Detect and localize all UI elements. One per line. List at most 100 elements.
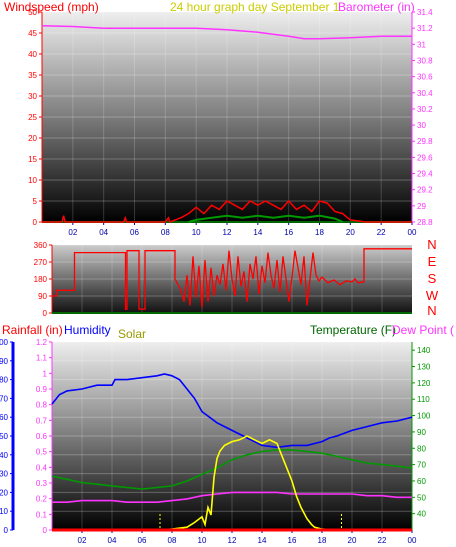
humidity-axis-label: Humidity <box>64 323 111 337</box>
direction-tick-label: 360 <box>34 241 48 250</box>
x-tick-label: 06 <box>138 536 147 545</box>
x-tick-label: 20 <box>348 536 357 545</box>
windspeed-tick-label: 0 <box>33 218 38 227</box>
rainfall-tick-label: 0.7 <box>36 416 48 425</box>
rainfall-tick-label: 1.2 <box>36 338 48 347</box>
x-tick-label: 00 <box>408 536 417 545</box>
barometer-tick-label: 29.2 <box>417 186 433 195</box>
windspeed-tick-label: 25 <box>28 113 37 122</box>
direction-line <box>52 248 412 310</box>
direction-label: S <box>428 271 437 286</box>
barometer-tick-label: 30.2 <box>417 105 433 114</box>
rainfall-tick-label: 0.5 <box>36 448 48 457</box>
wind-panel-series <box>41 24 412 223</box>
windspeed-tick-label: 35 <box>28 71 37 80</box>
temp-panel-series <box>51 373 413 532</box>
windspeed-tick-label: 30 <box>28 92 37 101</box>
x-tick-label: 20 <box>346 228 355 237</box>
barometer-tick-label: 29.4 <box>417 170 433 179</box>
temperature-tick-label: 140 <box>417 346 431 355</box>
direction-label: E <box>428 254 437 269</box>
barometer-tick-label: 31 <box>417 40 426 49</box>
x-tick-label: 06 <box>130 228 139 237</box>
direction-tick-label: 270 <box>34 258 48 267</box>
humidity-tick-label: 80 <box>0 376 9 385</box>
windspeed-line <box>188 214 344 223</box>
rainfall-tick-label: 0.1 <box>36 510 48 519</box>
direction-panel-series <box>52 248 412 310</box>
x-tick-label: 18 <box>318 536 327 545</box>
direction-tick-label: 90 <box>38 292 47 301</box>
temperature-tick-label: 80 <box>417 444 426 453</box>
x-tick-label: 10 <box>198 536 207 545</box>
rainfall-tick-label: 0.9 <box>36 385 48 394</box>
direction-tick-label: 180 <box>34 275 48 284</box>
temperature-line <box>51 449 413 490</box>
barometer-tick-label: 30.4 <box>417 89 433 98</box>
temperature-tick-label: 60 <box>417 477 426 486</box>
x-tick-label: 08 <box>161 228 170 237</box>
x-tick-label: 10 <box>192 228 201 237</box>
humidity-tick-label: 40 <box>0 451 9 460</box>
dewpoint-axis-label: Dew Point ( <box>392 323 454 337</box>
x-tick-label: 12 <box>228 536 237 545</box>
humidity-tick-label: 30 <box>0 470 9 479</box>
x-tick-label: 02 <box>68 228 77 237</box>
barometer-line <box>41 24 412 40</box>
temperature-tick-label: 110 <box>417 395 430 404</box>
x-tick-label: 22 <box>378 536 387 545</box>
dewpoint-line <box>52 491 412 504</box>
barometer-tick-label: 30.8 <box>417 56 433 65</box>
rainfall-axis-label: Rainfall (in) <box>2 323 63 337</box>
humidity-line <box>51 373 413 449</box>
rainfall-tick-label: 0.4 <box>36 463 48 472</box>
x-tick-label: 18 <box>315 228 324 237</box>
barometer-tick-label: 29.6 <box>417 153 433 162</box>
windspeed-axis-label: Windspeed (mph) <box>4 0 99 14</box>
barometer-axis-label: Barometer (in) <box>338 0 415 14</box>
temperature-axis-label: Temperature (F) <box>310 323 396 337</box>
humidity-tick-label: 10 <box>0 507 9 516</box>
x-tick-label: 04 <box>99 228 108 237</box>
temp-panel-gridlines <box>52 341 412 531</box>
barometer-tick-label: 28.8 <box>417 218 433 227</box>
x-tick-label: 16 <box>288 536 297 545</box>
windspeed-tick-label: 15 <box>28 155 37 164</box>
temperature-tick-label: 70 <box>417 461 426 470</box>
direction-tick-label: 0 <box>43 309 48 318</box>
rainfall-tick-label: 0.3 <box>36 479 48 488</box>
barometer-tick-label: 31.2 <box>417 24 433 33</box>
direction-label: W <box>426 288 439 303</box>
x-tick-label: 02 <box>78 536 87 545</box>
temperature-tick-label: 120 <box>417 379 431 388</box>
humidity-tick-label: 60 <box>0 413 9 422</box>
x-tick-label: 14 <box>253 228 262 237</box>
wind-panel-background <box>42 12 412 222</box>
x-tick-label: 08 <box>168 536 177 545</box>
wind-panel-axes: 02 04 06 08 10 12 14 16 18 20 22 000510152025303540… <box>28 8 433 237</box>
chart-title: 24 hour graph day September 1 <box>170 0 340 14</box>
windspeed-tick-label: 5 <box>33 197 38 206</box>
humidity-tick-label: 50 <box>0 432 9 441</box>
direction-label: N <box>427 237 436 252</box>
temperature-tick-label: 50 <box>417 493 426 502</box>
rainfall-tick-label: 1 <box>43 369 48 378</box>
temperature-tick-label: 130 <box>417 363 431 372</box>
solar-axis-label: Solar <box>118 327 146 341</box>
barometer-tick-label: 30 <box>417 121 426 130</box>
barometer-tick-label: 31.4 <box>417 8 433 17</box>
temp-panel-background <box>52 342 412 530</box>
temperature-tick-label: 40 <box>417 510 426 519</box>
windgust-line <box>42 199 412 223</box>
x-tick-label: 16 <box>284 228 293 237</box>
solar-line <box>52 435 412 531</box>
humidity-tick-label: 0 <box>4 526 9 535</box>
x-tick-label: 00 <box>408 228 417 237</box>
x-tick-label: 14 <box>258 536 267 545</box>
rainfall-tick-label: 0.8 <box>36 401 48 410</box>
barometer-tick-label: 29 <box>417 202 426 211</box>
barometer-tick-label: 30.6 <box>417 73 433 82</box>
